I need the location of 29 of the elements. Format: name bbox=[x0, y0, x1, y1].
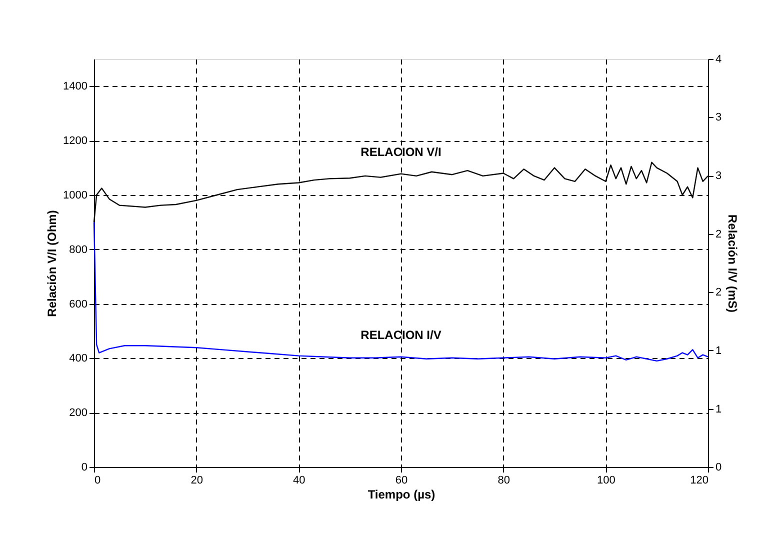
x-tick-label: 60 bbox=[395, 474, 408, 486]
y-tick-label: 0 bbox=[81, 462, 88, 474]
y2-tick-label: 2 bbox=[716, 286, 722, 299]
x-tick-label: 0 bbox=[94, 474, 101, 486]
y2-tick-label: 4 bbox=[716, 54, 722, 66]
y-tick-label: 600 bbox=[69, 298, 88, 310]
y2-tick-label: 3 bbox=[716, 112, 722, 124]
y-tick-label: 1200 bbox=[63, 135, 88, 148]
y-tick-label: 400 bbox=[69, 352, 88, 365]
y-tick-label: 1400 bbox=[63, 80, 88, 93]
series-label: RELACION I/V bbox=[360, 328, 442, 342]
line-series bbox=[93, 222, 709, 362]
y2-tick-label: 3 bbox=[716, 170, 722, 182]
x-tick-label: 40 bbox=[293, 474, 306, 486]
y-tick-label: 200 bbox=[69, 407, 88, 420]
y2-tick-label: 2 bbox=[716, 228, 722, 240]
x-tick-label: 100 bbox=[596, 474, 616, 486]
y-tick-label: 1000 bbox=[63, 190, 88, 202]
y2-tick-label: 0 bbox=[716, 462, 722, 474]
y-axis-title: Relación V/I (Ohm) bbox=[45, 210, 60, 317]
y2-tick-label: 1 bbox=[716, 403, 722, 416]
x-tick-label: 20 bbox=[190, 474, 203, 486]
y2-tick-label: 1 bbox=[716, 344, 722, 357]
x-axis-title: Tiempo (µs) bbox=[368, 488, 436, 502]
x-tick-label: 80 bbox=[498, 474, 510, 486]
y-tick-label: 800 bbox=[69, 244, 88, 256]
y2-axis-title: Relación I/V (mS) bbox=[726, 214, 740, 313]
series-label: RELACION V/I bbox=[360, 144, 442, 159]
x-tick-label: 120 bbox=[690, 474, 708, 486]
